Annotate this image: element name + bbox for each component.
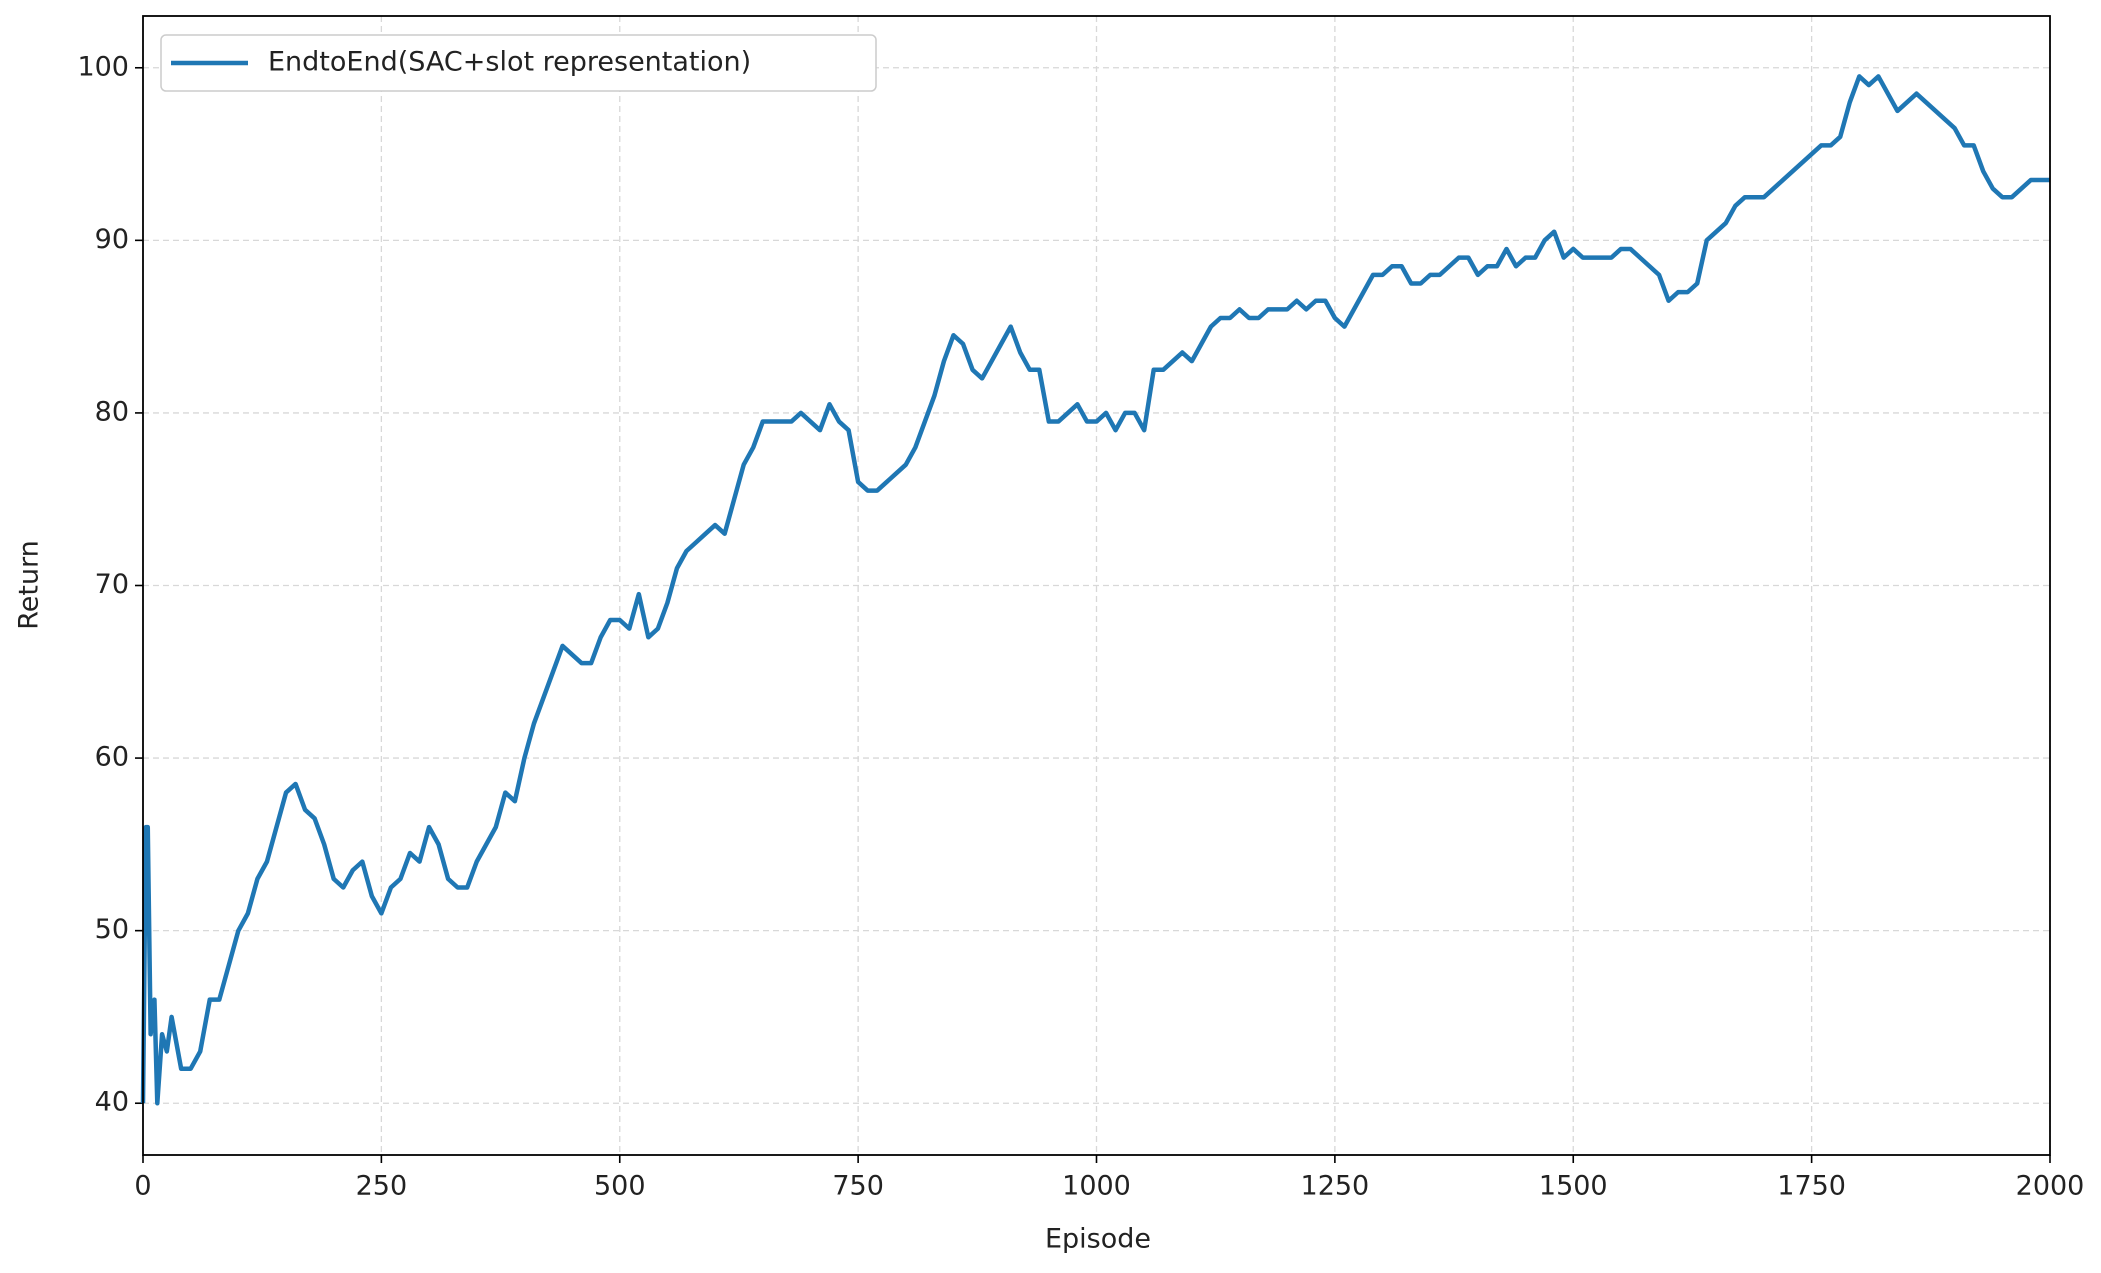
y-tick-label: 50 bbox=[95, 914, 129, 945]
x-tick-label: 1000 bbox=[1062, 1171, 1131, 1202]
y-tick-label: 100 bbox=[77, 51, 129, 82]
y-axis-label: Return bbox=[14, 540, 45, 630]
x-tick-label: 0 bbox=[134, 1171, 151, 1202]
x-tick-label: 2000 bbox=[2016, 1171, 2085, 1202]
x-tick-label: 1250 bbox=[1301, 1171, 1370, 1202]
y-tick-label: 90 bbox=[95, 224, 129, 255]
x-axis-label: Episode bbox=[1045, 1224, 1151, 1255]
y-tick-label: 60 bbox=[95, 742, 129, 773]
x-tick-label: 250 bbox=[356, 1171, 408, 1202]
y-tick-label: 40 bbox=[95, 1087, 129, 1118]
plot-frame bbox=[142, 15, 2051, 1156]
legend-box bbox=[160, 34, 877, 92]
x-tick-label: 1500 bbox=[1539, 1171, 1608, 1202]
x-tick-label: 750 bbox=[832, 1171, 884, 1202]
legend-label: EndtoEnd(SAC+slot representation) bbox=[268, 47, 751, 78]
x-tick-label: 1750 bbox=[1777, 1171, 1846, 1202]
x-tick-label: 500 bbox=[594, 1171, 646, 1202]
y-tick-label: 80 bbox=[95, 396, 129, 427]
data-line bbox=[140, 74, 2050, 1106]
y-tick-label: 70 bbox=[95, 569, 129, 600]
